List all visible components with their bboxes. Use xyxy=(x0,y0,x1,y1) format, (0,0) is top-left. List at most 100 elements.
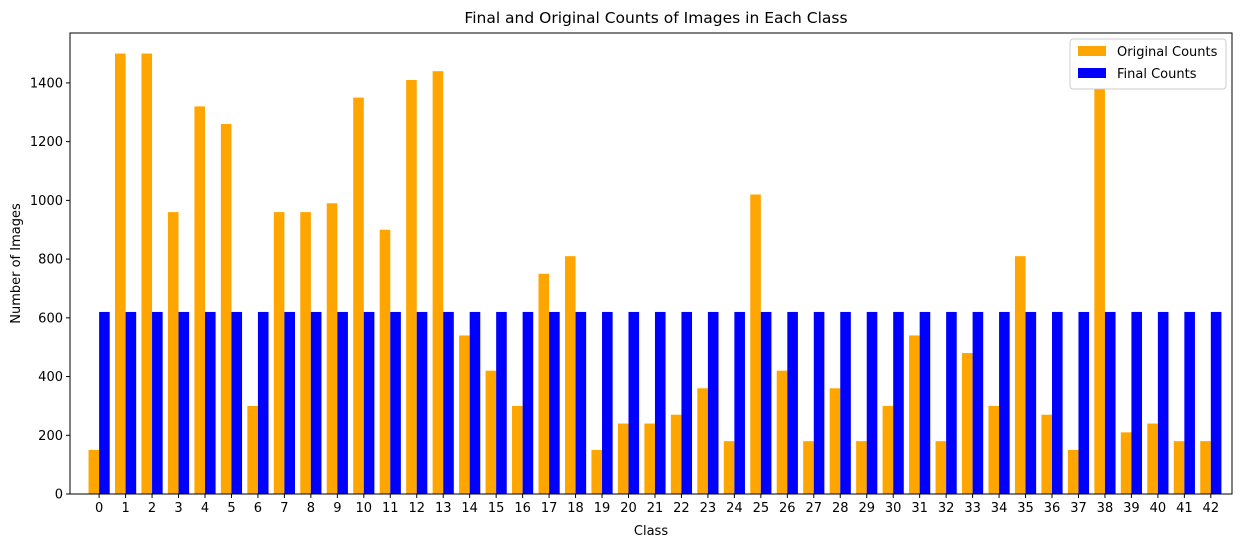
bar-final-15 xyxy=(496,311,507,494)
bar-final-18 xyxy=(575,311,587,494)
x-tick-label: 24 xyxy=(726,501,743,516)
bar-original-5 xyxy=(220,124,232,494)
bar-original-3 xyxy=(167,212,179,494)
bar-original-28 xyxy=(829,388,841,494)
bar-final-10 xyxy=(363,311,375,494)
bars-layer xyxy=(88,53,1222,495)
y-tick-label: 400 xyxy=(38,370,63,385)
x-tick-label: 37 xyxy=(1070,501,1087,516)
x-tick-label: 27 xyxy=(806,501,823,516)
bar-final-1 xyxy=(125,311,137,494)
bar-final-23 xyxy=(707,311,719,494)
bar-final-29 xyxy=(866,311,878,494)
x-tick-label: 21 xyxy=(647,501,664,516)
x-tick-label: 12 xyxy=(408,501,425,516)
x-tick-label: 32 xyxy=(938,501,955,516)
bar-original-30 xyxy=(882,405,894,494)
bar-final-11 xyxy=(390,311,401,494)
bar-original-29 xyxy=(856,441,867,494)
y-tick-label: 1200 xyxy=(30,135,63,150)
bar-original-42 xyxy=(1200,441,1211,494)
x-tick-label: 0 xyxy=(95,501,103,516)
y-tick-label: 1400 xyxy=(30,76,63,91)
x-tick-label: 39 xyxy=(1123,501,1140,516)
bar-original-19 xyxy=(591,449,603,494)
bar-final-31 xyxy=(919,311,931,494)
x-tick-label: 23 xyxy=(700,501,717,516)
bar-final-6 xyxy=(257,311,269,494)
x-tick-label: 42 xyxy=(1203,501,1220,516)
x-axis: 0 1 2 3 4 5 6 7 8 9 10 11 12 13 14 15 16 17 18 19 20 21 22 23 24… xyxy=(95,494,1219,516)
x-tick-label: 31 xyxy=(911,501,928,516)
bar-final-20 xyxy=(628,311,640,494)
bar-original-17 xyxy=(538,273,550,494)
y-tick-label: 0 xyxy=(55,488,63,503)
bar-original-24 xyxy=(723,441,735,494)
bar-original-23 xyxy=(697,388,708,494)
x-tick-label: 11 xyxy=(382,501,399,516)
bar-final-0 xyxy=(99,311,110,494)
x-tick-label: 8 xyxy=(307,501,315,516)
bar-original-26 xyxy=(776,370,788,494)
x-tick-label: 1 xyxy=(121,501,129,516)
bar-original-2 xyxy=(141,53,153,495)
x-tick-label: 28 xyxy=(832,501,849,516)
bar-original-32 xyxy=(935,441,947,494)
x-tick-label: 26 xyxy=(779,501,796,516)
x-tick-label: 33 xyxy=(964,501,981,516)
bar-original-27 xyxy=(803,441,814,494)
x-tick-label: 34 xyxy=(991,501,1008,516)
bar-original-35 xyxy=(1014,256,1026,494)
bar-final-41 xyxy=(1184,311,1195,494)
bar-original-34 xyxy=(988,405,1000,494)
bar-final-7 xyxy=(284,311,295,494)
x-tick-label: 16 xyxy=(514,501,531,516)
bar-original-11 xyxy=(379,229,391,494)
x-tick-label: 20 xyxy=(620,501,637,516)
y-tick-label: 1000 xyxy=(30,194,63,209)
bar-original-33 xyxy=(962,353,973,494)
chart-title: Final and Original Counts of Images in E… xyxy=(464,9,847,27)
bar-original-13 xyxy=(432,71,444,495)
legend-box xyxy=(1069,38,1227,90)
x-tick-label: 2 xyxy=(148,501,156,516)
bar-final-19 xyxy=(602,311,613,494)
bar-original-14 xyxy=(459,335,470,494)
x-tick-label: 13 xyxy=(435,501,452,516)
x-tick-label: 25 xyxy=(753,501,770,516)
x-tick-label: 35 xyxy=(1017,501,1034,516)
x-tick-label: 10 xyxy=(356,501,373,516)
bar-original-8 xyxy=(300,212,311,494)
bar-final-17 xyxy=(549,311,560,494)
bar-final-13 xyxy=(443,311,454,494)
x-tick-label: 22 xyxy=(673,501,690,516)
x-tick-label: 6 xyxy=(254,501,262,516)
x-tick-label: 17 xyxy=(541,501,558,516)
bar-original-16 xyxy=(512,405,523,494)
bar-final-33 xyxy=(972,311,984,494)
y-axis: 0 200 400 600 800 1000 1200 1400 xyxy=(30,76,70,503)
bar-original-9 xyxy=(326,203,338,494)
x-tick-label: 18 xyxy=(567,501,584,516)
bar-original-25 xyxy=(750,194,761,494)
x-tick-label: 9 xyxy=(333,501,341,516)
bar-original-1 xyxy=(114,53,126,495)
bar-original-40 xyxy=(1147,423,1158,494)
bar-final-14 xyxy=(469,311,481,494)
x-tick-label: 7 xyxy=(280,501,288,516)
bar-original-0 xyxy=(88,449,100,494)
bar-final-3 xyxy=(178,311,190,494)
bar-final-28 xyxy=(840,311,851,494)
bar-final-26 xyxy=(787,311,798,494)
bar-final-4 xyxy=(204,311,216,494)
x-tick-label: 36 xyxy=(1044,501,1061,516)
bar-original-15 xyxy=(485,370,497,494)
legend-swatch xyxy=(1078,46,1106,56)
x-tick-label: 19 xyxy=(594,501,611,516)
x-tick-label: 30 xyxy=(885,501,902,516)
bar-final-34 xyxy=(999,311,1010,494)
bar-final-12 xyxy=(416,311,428,494)
bar-original-21 xyxy=(644,423,655,494)
bar-final-42 xyxy=(1210,311,1222,494)
